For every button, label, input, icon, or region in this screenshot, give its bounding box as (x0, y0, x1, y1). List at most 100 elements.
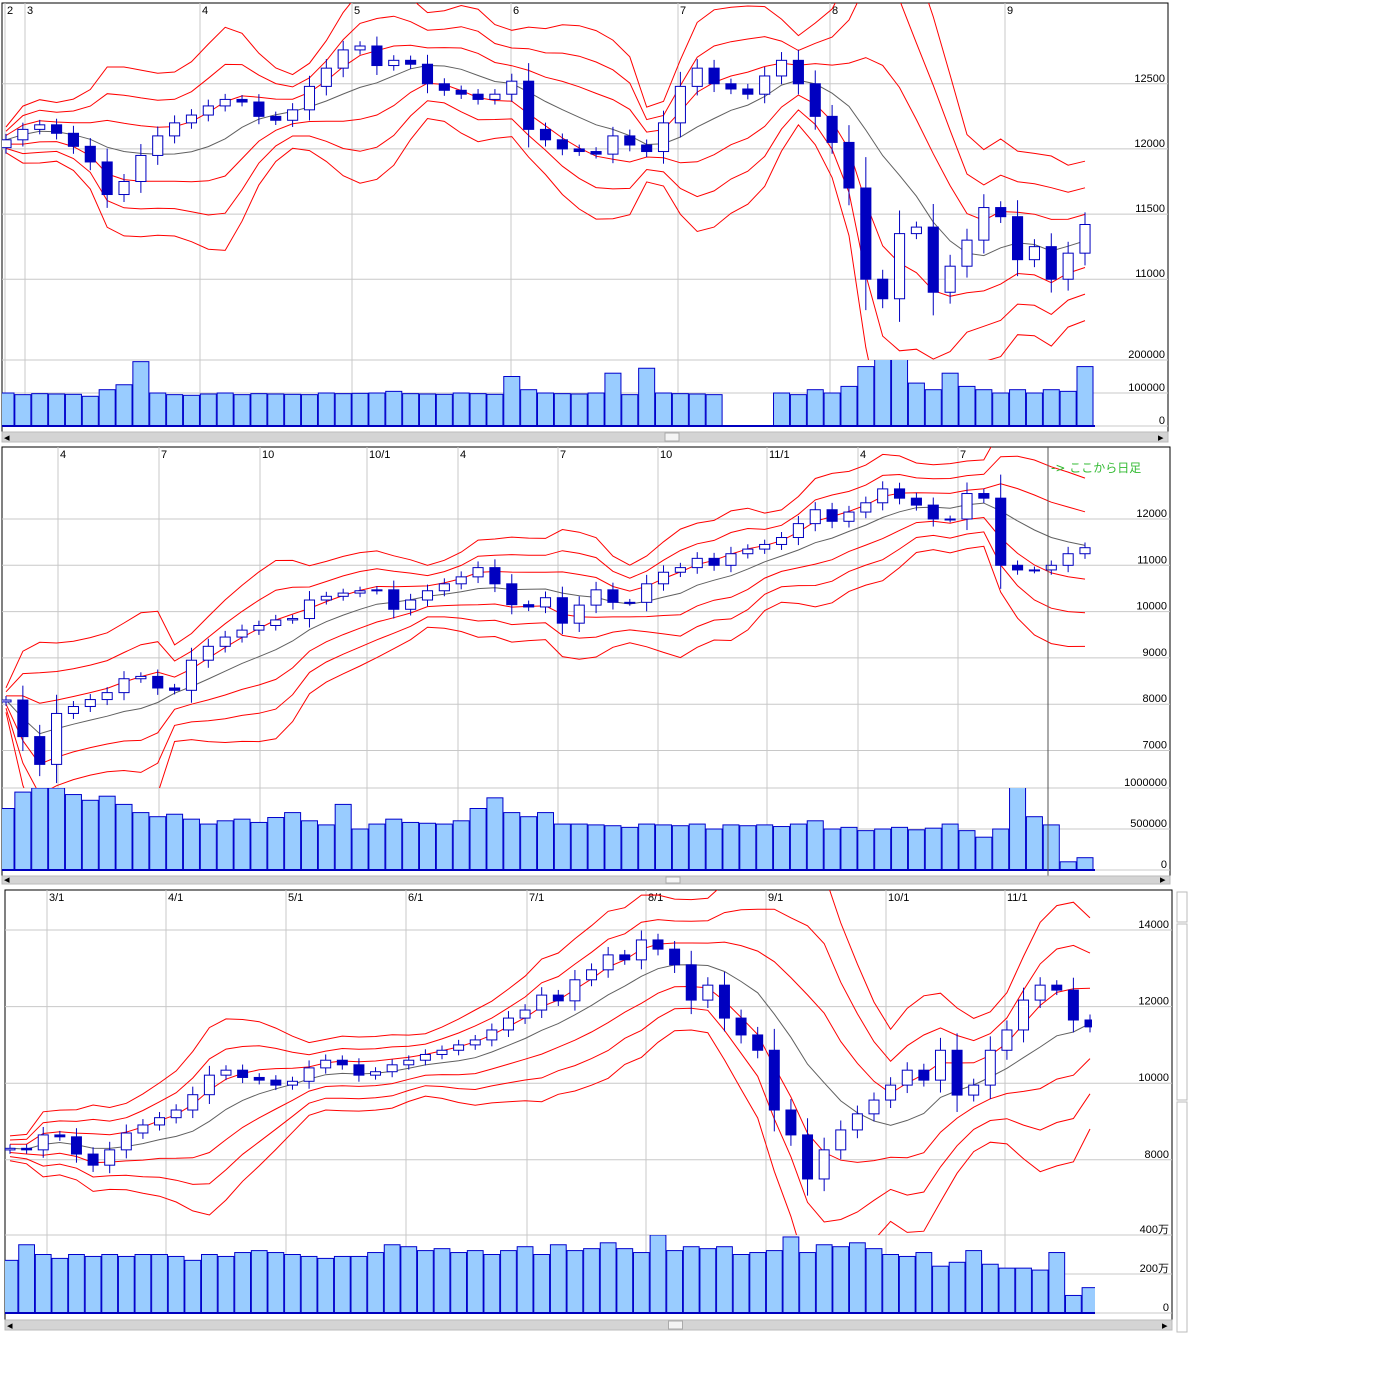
volume-bar (233, 394, 251, 427)
volume-bar (217, 1255, 235, 1314)
volume-bar (98, 795, 116, 871)
volume-bar (250, 393, 268, 427)
moving-average-line (5, 64, 1086, 257)
candle-up (270, 619, 282, 626)
scroll-left-arrow-icon[interactable]: ◂ (4, 432, 10, 444)
candle-down (652, 939, 664, 950)
volume-bar (117, 1255, 135, 1314)
candle-up (370, 1071, 382, 1076)
x-tick-label: 7 (960, 449, 966, 461)
volume-bar (975, 389, 993, 427)
volume-bar (716, 1246, 733, 1314)
volume-bar (857, 830, 875, 871)
volume-bar (773, 826, 791, 871)
candle-up (1062, 553, 1074, 566)
x-tick-label: 4 (202, 5, 208, 17)
candle-down (556, 139, 568, 150)
scrollbar-thumb[interactable] (664, 432, 680, 442)
candle-up (405, 599, 417, 610)
candle-down (619, 954, 631, 961)
candle-down (768, 1049, 780, 1111)
volume-bar (182, 818, 200, 871)
candle-up (893, 233, 906, 300)
volume-bar (832, 1246, 850, 1314)
scrollbar-thumb[interactable] (668, 1320, 683, 1330)
x-tick-label: 3/1 (49, 892, 64, 904)
volume-bar (368, 392, 386, 427)
side-panel-box (1176, 891, 1188, 923)
volume-bar (533, 1254, 551, 1314)
volume-bar (368, 823, 386, 871)
candle-up (287, 109, 299, 121)
scroll-right-arrow-icon[interactable]: ▸ (1158, 432, 1164, 444)
candle-down (67, 132, 79, 147)
volume-bar (756, 824, 774, 871)
volume-bar (267, 1252, 285, 1314)
candle-down (421, 63, 434, 85)
candle-down (641, 144, 653, 153)
volume-bar (915, 1252, 933, 1314)
volume-bar (604, 825, 622, 871)
candle-down (927, 504, 939, 520)
candle-up (34, 124, 46, 130)
candle-up (1001, 1029, 1013, 1051)
candle-down (237, 1069, 249, 1078)
volume-bar (166, 394, 184, 427)
candle-down (489, 567, 501, 585)
candle-up (691, 67, 703, 87)
candle-up (641, 583, 653, 603)
volume-bar (199, 823, 217, 871)
bollinger-bands (5, 447, 1086, 788)
volume-bar (333, 1255, 351, 1314)
x-tick-label: 5/1 (288, 892, 303, 904)
candle-up (303, 85, 316, 111)
volume-bar (621, 826, 639, 871)
candle-up (851, 1113, 863, 1131)
scroll-right-arrow-icon[interactable]: ▸ (1160, 874, 1166, 886)
y-tick-label: 12000 (1138, 996, 1169, 1008)
candle-down (1084, 1019, 1092, 1028)
scroll-left-arrow-icon[interactable]: ◂ (4, 874, 10, 886)
volume-bar (167, 1255, 185, 1314)
volume-bar (924, 827, 942, 871)
candle-up (1028, 569, 1040, 572)
horizontal-scrollbar[interactable] (4, 1319, 1173, 1331)
candle-up (436, 1049, 448, 1055)
volume-bar (1059, 390, 1077, 427)
x-tick-label: 11/1 (769, 449, 790, 461)
scroll-left-arrow-icon[interactable]: ◂ (7, 1320, 13, 1332)
candle-down (54, 1134, 66, 1138)
volume-bar (1009, 389, 1027, 427)
candle-up (607, 135, 619, 155)
candle-up (978, 207, 990, 241)
volume-bar (267, 817, 285, 871)
candle-up (118, 181, 130, 196)
scrollbar-thumb[interactable] (665, 876, 681, 884)
volume-bar (823, 828, 841, 871)
candle-up (67, 706, 79, 714)
scroll-right-arrow-icon[interactable]: ▸ (1162, 1320, 1168, 1332)
volume-bar (865, 1248, 883, 1314)
candle-up (453, 1044, 465, 1051)
candle-up (775, 59, 788, 77)
daily-start-annotation: -> ここから日足 (1051, 461, 1141, 475)
candle-down (84, 145, 96, 163)
volume-bar (300, 820, 318, 871)
candle-down (152, 675, 164, 689)
band-line (5, 100, 1086, 360)
candle-up (944, 518, 956, 521)
candle-down (725, 83, 737, 90)
volume-bar (452, 392, 470, 427)
volume-bar (503, 812, 521, 871)
candle-down (995, 207, 1007, 218)
candle-up (868, 1099, 880, 1115)
horizontal-scrollbar[interactable] (1, 431, 1169, 443)
candle-down (353, 1064, 365, 1076)
volume-bar (632, 1252, 650, 1314)
volume-bar (385, 818, 403, 871)
volume-bar (616, 1248, 634, 1314)
y-tick-label: 12000 (1136, 508, 1167, 520)
candles (2, 36, 1091, 322)
horizontal-scrollbar[interactable] (1, 875, 1171, 885)
volume-bar (317, 824, 335, 871)
